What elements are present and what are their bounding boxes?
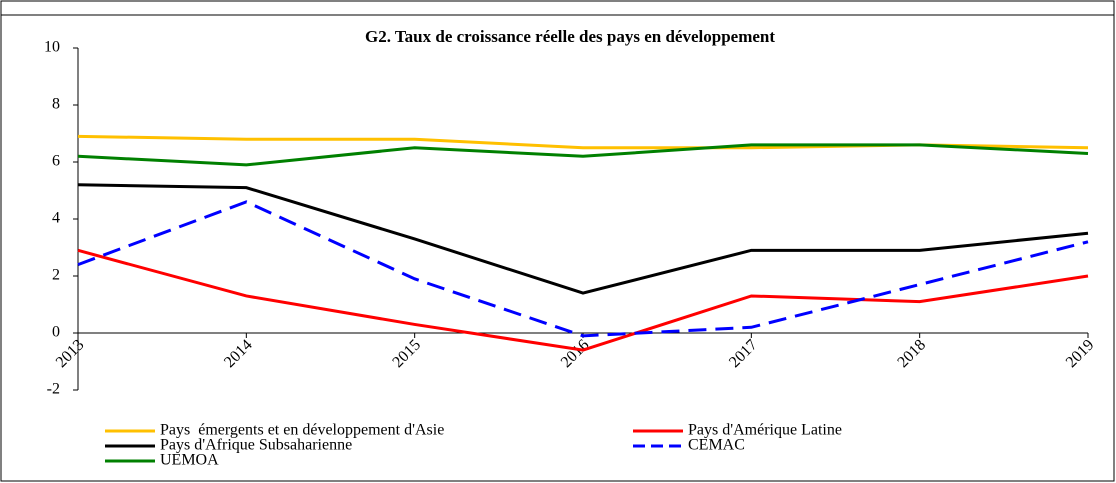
y-tick-label: -2 [47, 381, 60, 398]
series-line [77, 248, 1089, 352]
y-tick-label: 4 [52, 210, 60, 227]
x-tick-label: 2015 [389, 336, 424, 371]
legend-label: Pays d'Afrique Subsaharienne [160, 437, 352, 454]
series-line [77, 183, 1089, 295]
x-tick-label: 2017 [726, 336, 761, 371]
y-tick-label: 8 [52, 96, 60, 113]
y-tick-label: 6 [52, 153, 60, 170]
legend-label: Pays émergents et en développement d'Asi… [160, 422, 444, 439]
x-tick-label: 2018 [894, 336, 929, 371]
legend-label: CEMAC [688, 437, 745, 454]
series-line [77, 200, 1089, 338]
chart-title: G2. Taux de croissance réelle des pays e… [365, 27, 775, 46]
y-tick-label: 0 [52, 324, 60, 341]
x-tick-label: 2016 [558, 336, 593, 371]
x-tick-label: 2019 [1063, 336, 1098, 371]
legend-label: Pays d'Amérique Latine [688, 422, 842, 439]
y-tick-label: 10 [44, 39, 60, 56]
x-tick-label: 2014 [221, 336, 256, 371]
legend-label: UEMOA [160, 452, 219, 469]
y-tick-label: 2 [52, 267, 60, 284]
series-line [77, 143, 1089, 167]
x-tick-label: 2013 [53, 336, 88, 371]
